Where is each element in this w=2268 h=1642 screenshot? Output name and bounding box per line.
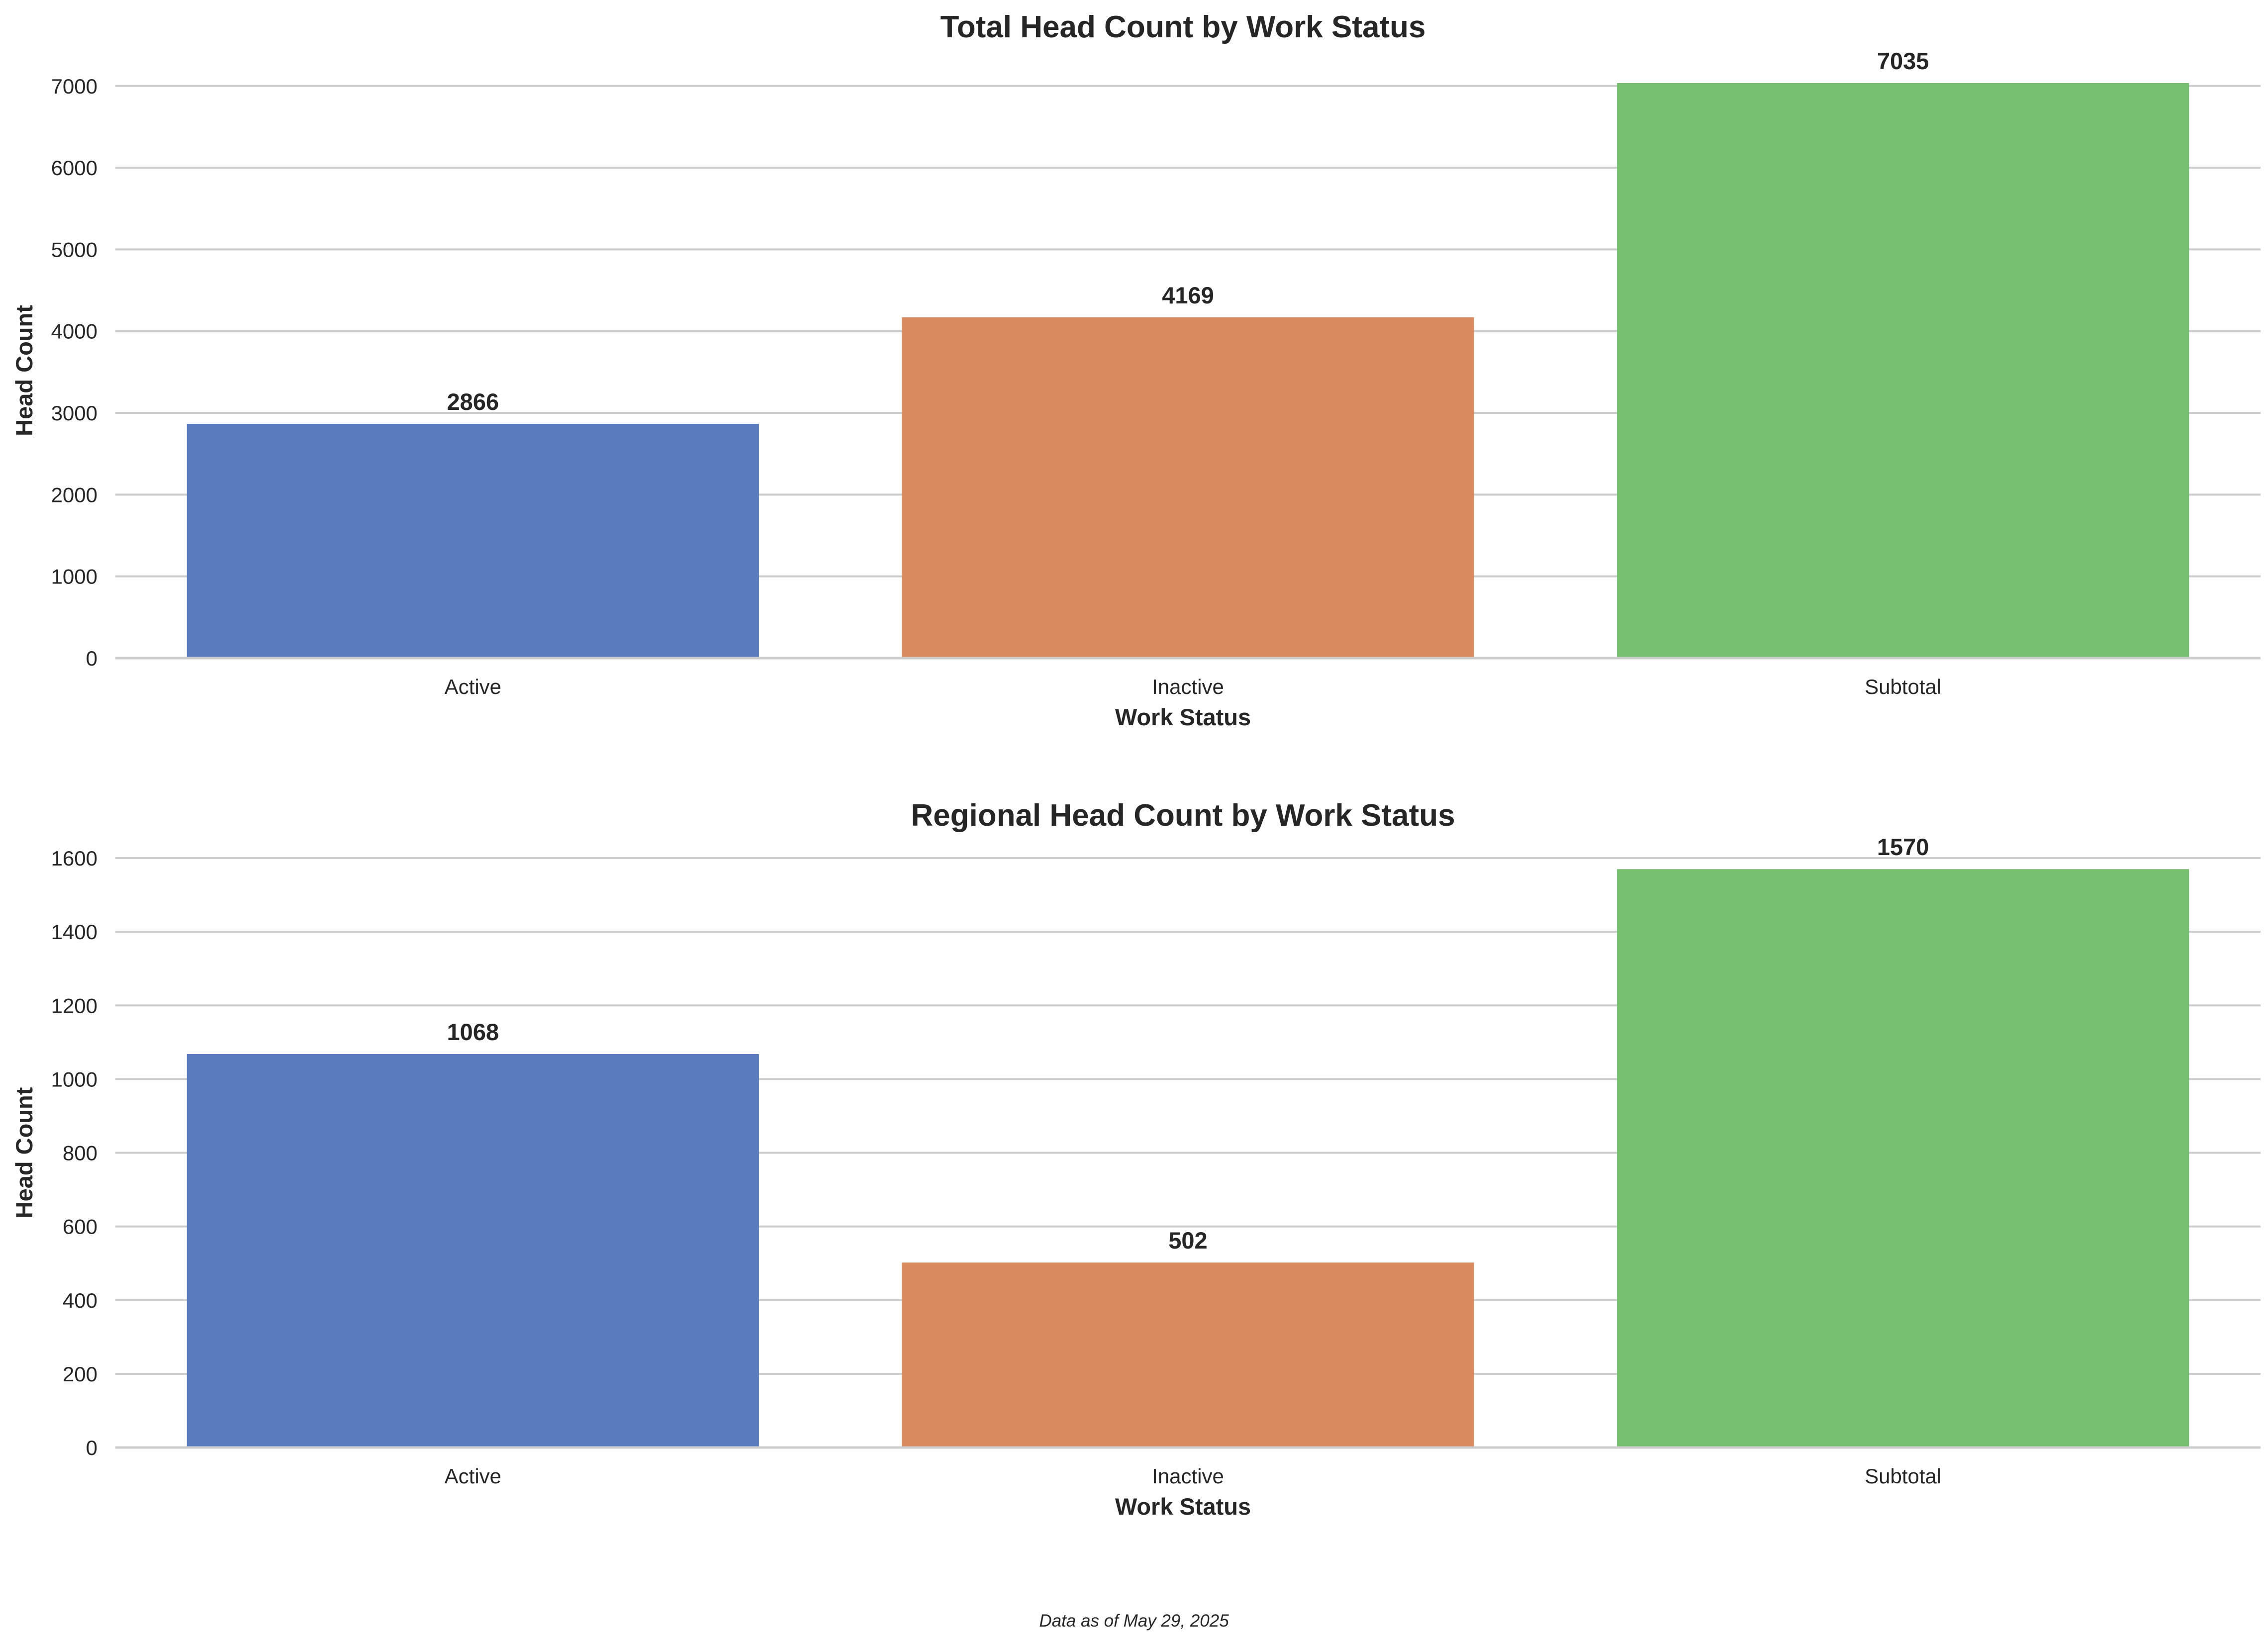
total-y-tick-label: 2000	[51, 483, 97, 506]
regional-y-tick-label: 600	[63, 1215, 97, 1239]
regional-x-tick-label-active: Active	[445, 1464, 501, 1488]
regional-y-tick-label: 400	[63, 1289, 97, 1312]
regional-bar-active	[187, 1054, 759, 1448]
total-bar-subtotal	[1617, 83, 2189, 658]
regional-y-tick-label: 1400	[51, 920, 97, 944]
regional-y-tick-label: 1000	[51, 1067, 97, 1091]
total-data-label-inactive: 4169	[1162, 282, 1214, 308]
total-x-tick-label-active: Active	[445, 675, 501, 698]
regional-y-axis-label: Head Count	[11, 1087, 37, 1218]
total-data-label-active: 2866	[447, 388, 499, 415]
total-bar-active	[187, 424, 759, 658]
total-y-tick-label: 3000	[51, 401, 97, 425]
regional-y-tick-label: 0	[86, 1436, 97, 1459]
total-y-tick-label: 0	[86, 647, 97, 670]
regional-bar-inactive	[902, 1262, 1474, 1448]
total-y-tick-label: 5000	[51, 238, 97, 261]
regional-y-tick-label: 200	[63, 1362, 97, 1386]
regional-data-label-active: 1068	[447, 1019, 499, 1045]
regional-data-label-inactive: 502	[1168, 1227, 1207, 1254]
total-x-tick-label-inactive: Inactive	[1152, 675, 1224, 698]
regional-chart-title: Regional Head Count by Work Status	[911, 798, 1455, 833]
regional-data-label-subtotal: 1570	[1877, 834, 1929, 860]
regional-x-tick-label-inactive: Inactive	[1152, 1464, 1224, 1488]
regional-x-axis-label: Work Status	[1115, 1493, 1251, 1520]
regional-y-tick-label: 800	[63, 1142, 97, 1165]
regional-head-count-chart: 0 200 400 600 800 1000 1200 1400 1600 1068 Active 5…	[11, 798, 2261, 1520]
total-y-tick-label: 6000	[51, 156, 97, 180]
total-x-tick-label-subtotal: Subtotal	[1865, 675, 1941, 698]
total-x-axis-label: Work Status	[1115, 704, 1251, 730]
regional-x-tick-label-subtotal: Subtotal	[1865, 1464, 1941, 1488]
total-data-label-subtotal: 7035	[1877, 48, 1929, 74]
total-head-count-chart: 0 1000 2000 3000 4000 5000 6000 7000 2866 Active 4…	[11, 10, 2261, 730]
footnote: Data as of May 29, 2025	[1039, 1611, 1229, 1631]
total-bar-inactive	[902, 317, 1474, 658]
regional-bar-subtotal	[1617, 869, 2189, 1448]
total-chart-title: Total Head Count by Work Status	[941, 10, 1426, 44]
total-y-tick-label: 1000	[51, 565, 97, 588]
total-y-axis-label: Head Count	[11, 305, 37, 436]
regional-y-tick-label: 1600	[51, 847, 97, 870]
regional-y-tick-label: 1200	[51, 994, 97, 1017]
total-y-tick-label: 4000	[51, 320, 97, 343]
total-y-tick-label: 7000	[51, 75, 97, 98]
